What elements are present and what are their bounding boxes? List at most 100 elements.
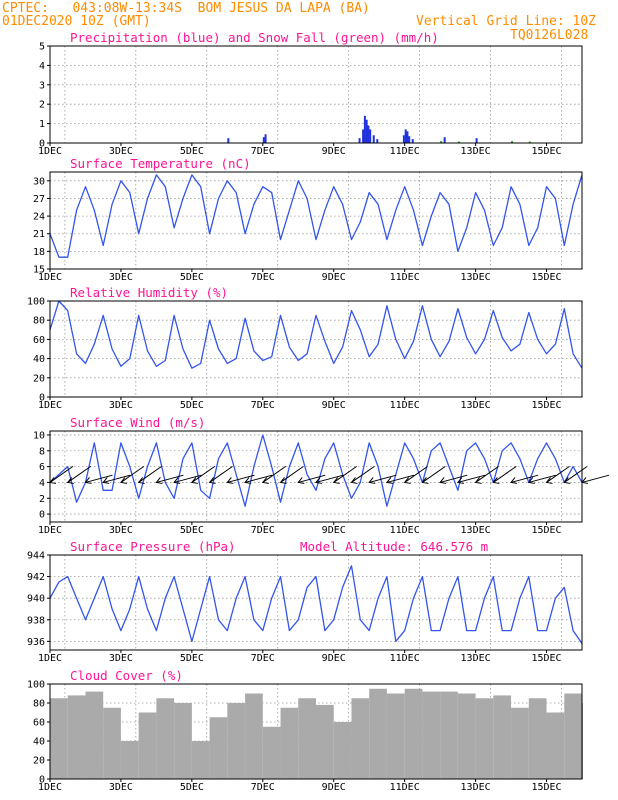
series-line xyxy=(49,565,583,644)
cloud-bar xyxy=(209,717,228,779)
plot-frame xyxy=(49,430,583,523)
cloud-bar xyxy=(174,703,192,779)
cloud-bar xyxy=(120,741,139,779)
x-tick-label: 1DEC xyxy=(38,146,62,157)
wind-arrow-head xyxy=(456,477,464,484)
wind-arrow-head xyxy=(297,477,305,484)
panel-title: Surface Wind (m/s) xyxy=(70,415,205,430)
plot-frame xyxy=(49,554,583,651)
wind-arrow-head xyxy=(403,477,411,484)
wind-arrow xyxy=(280,465,304,483)
x-tick-label: 15DEC xyxy=(531,146,561,157)
wind-arrow xyxy=(244,474,273,483)
precip-bar xyxy=(227,138,230,143)
wind-arrow xyxy=(49,465,74,483)
y-tick-label: 40 xyxy=(33,354,45,365)
wind-arrow-head xyxy=(545,477,553,484)
precip-bar xyxy=(406,131,409,143)
wind-arrow-head xyxy=(492,477,500,484)
x-tick-label: 5DEC xyxy=(180,782,204,793)
x-tick-label: 13DEC xyxy=(461,525,491,536)
y-tick-label: 3 xyxy=(39,80,45,91)
snow-bar xyxy=(511,141,514,143)
y-tick-label: 944 xyxy=(27,551,45,562)
precip-bar xyxy=(367,125,370,143)
wind-arrow-head xyxy=(190,477,198,484)
wind-arrow-head xyxy=(350,477,358,484)
header-line2-left: 01DEC2020 10Z (GMT) xyxy=(2,14,151,29)
x-tick-label: 11DEC xyxy=(390,525,420,536)
wind-arrow xyxy=(85,474,113,483)
cloud-bar xyxy=(227,703,246,779)
wind-arrow xyxy=(298,474,326,483)
panel-4: 0 2 4 6 8 10 1DEC 3DEC 5DEC 7DEC 9DEC 11DEC 13DEC 15D… xyxy=(33,415,610,536)
x-tick-label: 9DEC xyxy=(322,400,346,411)
wind-arrow-head xyxy=(84,477,92,484)
y-tick-label: 0 xyxy=(39,775,45,786)
x-tick-label: 3DEC xyxy=(109,272,133,283)
x-tick-label: 7DEC xyxy=(251,525,275,536)
x-tick-label: 5DEC xyxy=(180,400,204,411)
precip-bar xyxy=(408,136,411,143)
wind-arrow xyxy=(262,465,287,483)
series-line xyxy=(49,300,583,369)
cloud-bar xyxy=(50,698,68,779)
wind-arrow-head xyxy=(527,477,535,484)
precip-bar xyxy=(411,139,414,143)
x-tick-label: 11DEC xyxy=(390,782,420,793)
wind-arrow xyxy=(404,465,428,483)
x-tick-label: 13DEC xyxy=(461,146,491,157)
x-tick-label: 3DEC xyxy=(109,525,133,536)
x-tick-label: 5DEC xyxy=(180,146,204,157)
wind-arrow-head xyxy=(155,477,163,484)
panel-title: Surface Temperature (nC) xyxy=(70,156,251,171)
cloud-bar xyxy=(386,693,405,779)
wind-arrow xyxy=(386,474,415,483)
x-tick-label: 9DEC xyxy=(322,146,346,157)
y-tick-label: 40 xyxy=(33,737,45,748)
y-tick-label: 6 xyxy=(39,462,45,473)
y-tick-label: 4 xyxy=(39,478,45,489)
precip-bar xyxy=(443,137,446,143)
x-tick-label: 13DEC xyxy=(461,653,491,664)
x-tick-label: 11DEC xyxy=(390,272,420,283)
y-tick-label: 60 xyxy=(33,335,45,346)
precip-bar xyxy=(358,138,361,143)
cloud-bar xyxy=(85,691,104,779)
panel-annotation: Model Altitude: 646.576 m xyxy=(300,539,488,554)
precip-bar xyxy=(264,134,267,143)
x-tick-label: 11DEC xyxy=(390,653,420,664)
wind-arrow-head xyxy=(66,477,74,484)
wind-arrow xyxy=(315,474,344,483)
x-tick-label: 7DEC xyxy=(251,272,275,283)
x-tick-label: 7DEC xyxy=(251,400,275,411)
x-tick-label: 1DEC xyxy=(38,782,62,793)
wind-arrow xyxy=(493,465,517,483)
wind-arrow-head xyxy=(315,477,323,484)
wind-arrow-head xyxy=(102,477,110,484)
plot-frame xyxy=(49,171,583,270)
panel-5: 936 938 940 942 944 1DEC 3DEC 5DEC 7DEC 9DEC 11DEC… xyxy=(27,539,583,664)
x-tick-label: 9DEC xyxy=(322,525,346,536)
y-tick-label: 80 xyxy=(33,316,45,327)
precip-bar xyxy=(262,137,265,143)
y-tick-label: 5 xyxy=(39,42,45,53)
wind-arrow xyxy=(333,465,357,483)
y-tick-label: 100 xyxy=(27,297,45,308)
y-tick-label: 0 xyxy=(39,139,45,150)
precip-bar xyxy=(475,138,478,143)
wind-arrow xyxy=(546,465,570,483)
y-tick-label: 60 xyxy=(33,718,45,729)
wind-arrow xyxy=(528,474,556,483)
cloud-bar xyxy=(546,712,565,779)
precip-bar xyxy=(402,135,405,143)
series-line xyxy=(49,174,583,258)
panel-3: 0 20 40 60 80 100 1DEC 3DEC 5DEC 7DEC 9DEC 11DEC 13D… xyxy=(27,285,583,411)
x-tick-label: 9DEC xyxy=(322,653,346,664)
wind-arrow-head xyxy=(226,477,234,484)
wind-arrow xyxy=(563,465,588,483)
x-tick-label: 13DEC xyxy=(461,272,491,283)
cloud-bar xyxy=(440,691,458,779)
x-tick-label: 7DEC xyxy=(251,146,275,157)
